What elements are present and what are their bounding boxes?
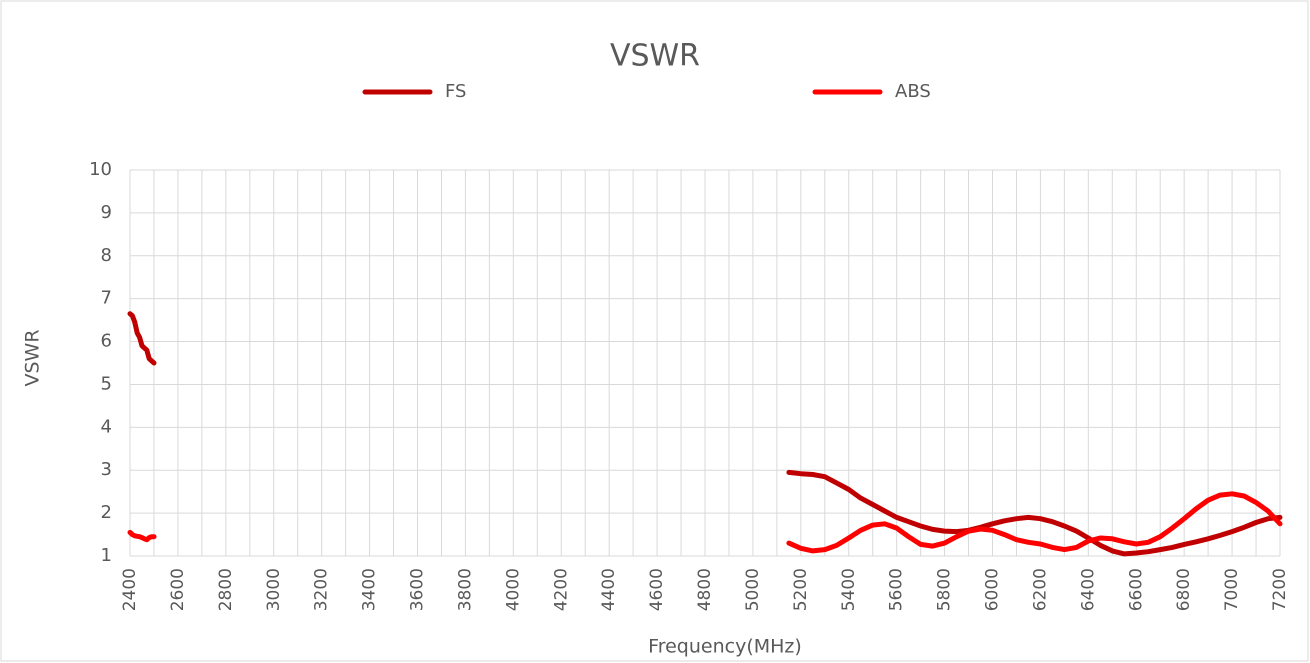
y-tick-label: 6 [101,331,112,352]
x-tick-label: 5000 [743,568,763,611]
x-tick-label: 4000 [503,568,523,611]
y-tick-label: 10 [89,159,112,180]
x-tick-label: 2600 [168,568,188,611]
x-tick-label: 2800 [216,568,236,611]
y-tick-label: 3 [101,459,112,480]
x-tick-label: 6000 [983,568,1003,611]
y-tick-label: 1 [101,545,112,566]
x-tick-label: 3000 [264,568,284,611]
x-tick-label: 5200 [791,568,811,611]
x-tick-label: 3400 [360,568,380,611]
y-tick-label: 4 [101,416,112,437]
x-tick-label: 4600 [647,568,667,611]
y-tick-label: 7 [101,288,112,309]
series-line [127,311,1283,557]
x-tick-label: 6600 [1126,568,1146,611]
y-tick-label: 8 [101,245,112,266]
x-tick-label: 5800 [935,568,955,611]
x-tick-label: 3200 [312,568,332,611]
legend-label: FS [445,81,466,102]
x-tick-label: 6800 [1174,568,1194,611]
series-line [127,491,1283,554]
x-tick-label: 7000 [1222,568,1242,611]
y-axis-label: VSWR [22,329,44,386]
x-tick-label: 4400 [599,568,619,611]
x-tick-label: 4200 [551,568,571,611]
x-tick-label: 5600 [887,568,907,611]
x-tick-label: 3600 [408,568,428,611]
legend-label: ABS [895,81,931,102]
y-tick-label: 9 [101,202,112,223]
y-tick-label: 2 [101,502,112,523]
x-tick-label: 7200 [1270,568,1290,611]
x-axis-label: Frequency(MHz) [648,636,802,658]
x-tick-label: 3800 [455,568,475,611]
x-tick-label: 6200 [1030,568,1050,611]
x-tick-label: 5400 [839,568,859,611]
chart-title: VSWR [610,39,700,74]
x-tick-label: 4800 [695,568,715,611]
y-tick-label: 5 [101,373,112,394]
grid [129,169,1281,557]
lines [127,311,1283,557]
x-tick-label: 2400 [120,568,140,611]
x-tick-label: 6400 [1078,568,1098,611]
